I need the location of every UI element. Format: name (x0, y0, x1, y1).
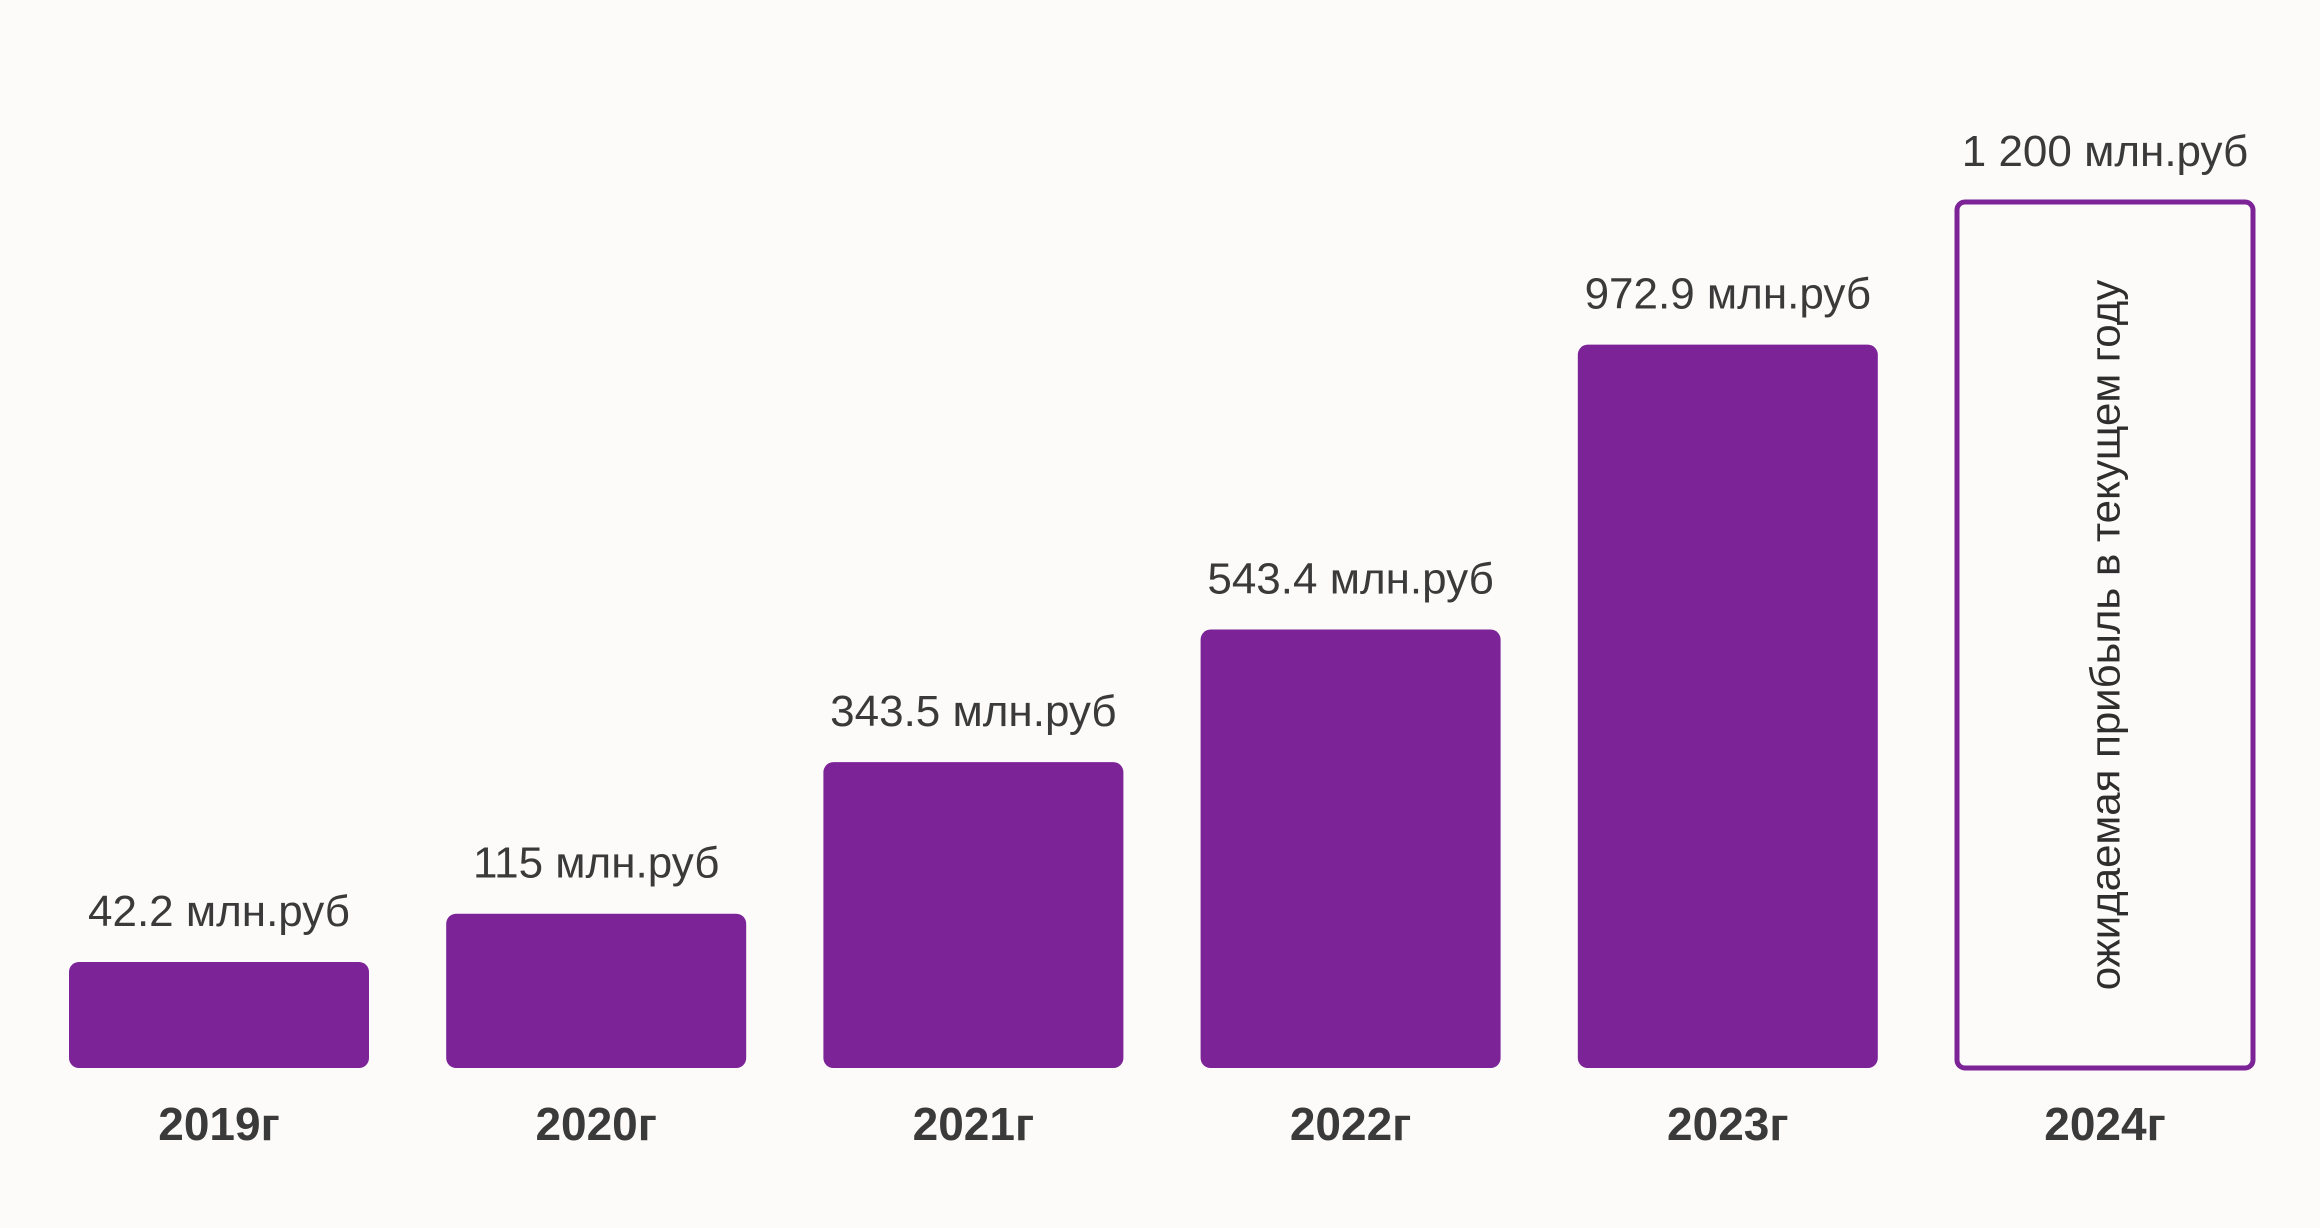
bar-2022г (1200, 629, 1501, 1068)
bar-2021г (823, 762, 1124, 1068)
value-label-2023г: 972.9 млн.руб (1585, 270, 1871, 319)
value-label-2021г: 343.5 млн.руб (830, 687, 1116, 736)
annotation-2024г: ожидаемая прибыль в текущем году (2082, 280, 2129, 990)
category-label-2024г: 2024г (2044, 1098, 2166, 1150)
value-label-2024г: 1 200 млн.руб (1962, 127, 2248, 176)
category-label-2020г: 2020г (535, 1098, 657, 1150)
value-label-2020г: 115 млн.руб (473, 839, 720, 888)
category-label-2019г: 2019г (158, 1098, 280, 1150)
value-label-2022г: 543.4 млн.руб (1207, 555, 1493, 604)
bar-2020г (446, 913, 747, 1068)
value-label-2019г: 42.2 млн.руб (88, 887, 350, 936)
category-label-2022г: 2022г (1290, 1098, 1412, 1150)
category-label-2021г: 2021г (913, 1098, 1035, 1150)
bar-2019г (69, 962, 369, 1068)
category-label-2023г: 2023г (1667, 1098, 1789, 1150)
bar-2023г (1577, 344, 1878, 1068)
bar-2024г (1954, 199, 2256, 1071)
